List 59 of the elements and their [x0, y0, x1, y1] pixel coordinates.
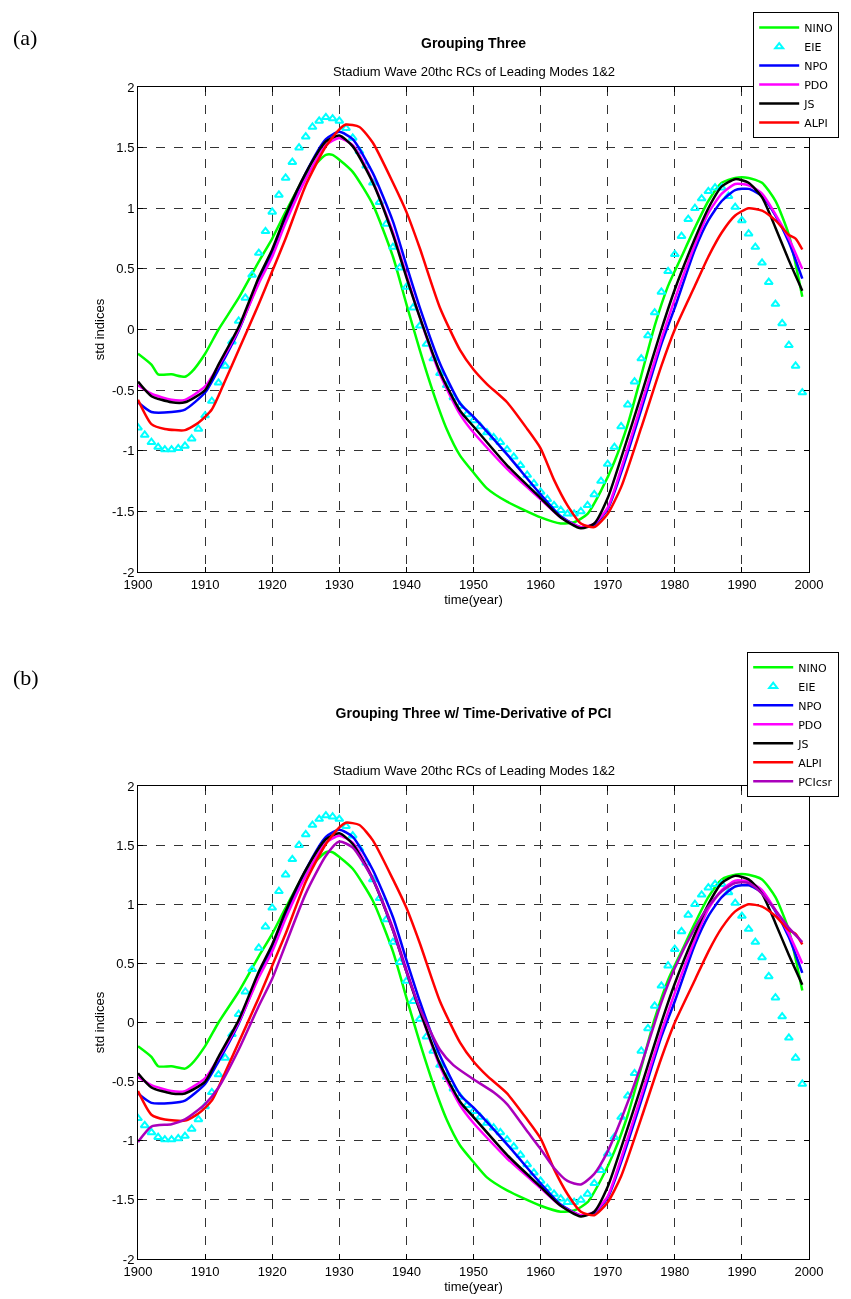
legend-label: NPO — [798, 699, 823, 713]
legend-label: PDO — [804, 78, 829, 92]
legend-label: JS — [803, 97, 815, 111]
x-tick-label: 1980 — [660, 576, 690, 592]
x-tick-label: 1960 — [526, 576, 556, 592]
x-tick-label: 1990 — [727, 576, 757, 592]
x-tick-label: 1920 — [257, 1263, 287, 1279]
y-tick-label: -1 — [122, 443, 135, 459]
x-tick-label: 1950 — [459, 1263, 488, 1279]
y-tick-label: -1.5 — [111, 1192, 135, 1208]
x-tick-label: 1990 — [727, 1263, 757, 1279]
x-tick-label: 1930 — [324, 576, 354, 592]
legend-label: ALPI — [804, 116, 828, 130]
legend-label: ALPI — [798, 756, 822, 770]
legend-label: NINO — [804, 21, 833, 35]
y-tick-label: 2 — [127, 778, 135, 794]
chart-subtitle: Stadium Wave 20thc RCs of Leading Modes 1&2 — [333, 64, 616, 79]
x-tick-label: 1940 — [391, 1263, 421, 1279]
y-tick-label: -0.5 — [111, 1074, 135, 1090]
text: (a) — [13, 25, 38, 50]
y-tick-label: 1 — [127, 200, 135, 216]
chart-title: Grouping Three w/ Time-Derivative of PCI — [335, 704, 612, 721]
legend-label: EIE — [798, 680, 816, 694]
y-tick-label: 0.5 — [116, 261, 135, 277]
x-tick-label: 2000 — [794, 1263, 824, 1279]
text: (b) — [13, 665, 39, 690]
y-axis-title: std indices — [91, 298, 107, 361]
x-tick-label: 1960 — [526, 1263, 556, 1279]
y-tick-label: 2 — [127, 79, 135, 95]
legend-label: JS — [797, 737, 809, 751]
x-tick-label: 1910 — [190, 1263, 220, 1279]
legend-label: EIE — [804, 40, 822, 54]
x-tick-label: 1930 — [324, 1263, 354, 1279]
y-tick-label: -1.5 — [111, 503, 135, 519]
legend-label: PCIcsr — [798, 775, 833, 789]
chart-title: Grouping Three — [421, 35, 527, 52]
chart-subtitle: Stadium Wave 20thc RCs of Leading Modes 1&2 — [333, 763, 616, 778]
y-tick-label: 0.5 — [116, 955, 135, 971]
y-axis-title: std indices — [91, 991, 107, 1054]
x-tick-label: 2000 — [794, 576, 824, 592]
y-tick-label: 1.5 — [116, 837, 135, 853]
y-tick-label: 1 — [127, 896, 135, 912]
x-tick-label: 1910 — [190, 576, 220, 592]
x-tick-label: 1950 — [459, 576, 488, 592]
y-tick-label: 1.5 — [116, 140, 135, 156]
y-tick-label: -0.5 — [111, 382, 135, 398]
x-tick-label: 1970 — [593, 1263, 623, 1279]
legend-label: NINO — [798, 661, 827, 675]
x-tick-label: 1920 — [257, 576, 287, 592]
x-tick-label: 1970 — [593, 576, 623, 592]
legend-label: NPO — [804, 59, 829, 73]
y-tick-label: 0 — [127, 322, 135, 338]
x-tick-label: 1940 — [391, 576, 421, 592]
x-axis-title: time(year) — [444, 1278, 503, 1294]
x-tick-label: 1980 — [660, 1263, 690, 1279]
x-axis-title: time(year) — [444, 591, 503, 607]
legend-label: PDO — [798, 718, 823, 732]
y-tick-label: 0 — [127, 1015, 135, 1031]
y-tick-label: -1 — [122, 1133, 135, 1149]
